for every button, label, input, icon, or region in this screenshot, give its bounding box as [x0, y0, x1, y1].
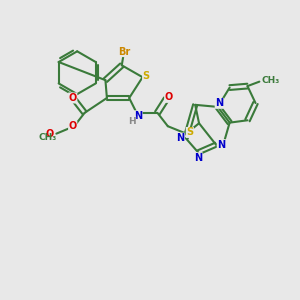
Text: CH₃: CH₃ [262, 76, 280, 85]
Text: S: S [142, 71, 150, 81]
Text: Br: Br [118, 46, 130, 57]
Text: O: O [165, 92, 173, 102]
Text: N: N [134, 111, 142, 121]
Text: N: N [215, 98, 223, 108]
Text: O: O [69, 93, 77, 103]
Text: H: H [128, 117, 136, 126]
Text: N: N [194, 153, 202, 163]
Text: O: O [69, 121, 77, 131]
Text: N: N [176, 133, 184, 143]
Text: N: N [217, 140, 225, 150]
Text: O: O [46, 129, 54, 139]
Text: CH₃: CH₃ [39, 133, 57, 142]
Text: S: S [186, 128, 194, 137]
